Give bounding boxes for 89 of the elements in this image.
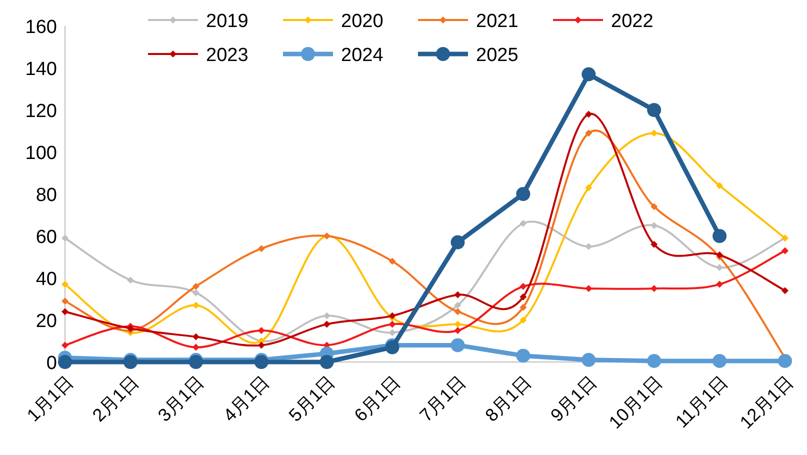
point bbox=[585, 110, 592, 118]
legend-label: 2025 bbox=[476, 45, 518, 66]
x-tick-label: 2月1日 bbox=[88, 372, 142, 426]
x-tick-label: 12月1日 bbox=[736, 372, 797, 433]
point bbox=[585, 285, 592, 292]
point bbox=[582, 352, 596, 367]
point bbox=[123, 355, 138, 369]
point bbox=[647, 103, 662, 117]
x-tick-label: 7月1日 bbox=[416, 372, 470, 426]
legend-label: 2021 bbox=[476, 11, 518, 32]
x-tick-label: 4月1日 bbox=[219, 372, 274, 426]
point bbox=[62, 280, 68, 288]
point bbox=[58, 355, 72, 369]
point bbox=[520, 316, 527, 324]
point bbox=[516, 187, 530, 201]
point bbox=[192, 333, 200, 340]
x-tick-label: 8月1日 bbox=[481, 372, 536, 426]
y-tick-label: 140 bbox=[25, 59, 57, 80]
point bbox=[650, 285, 658, 292]
x-tick-label: 6月1日 bbox=[350, 372, 404, 426]
point bbox=[647, 354, 662, 368]
x-tick-label: 11月1日 bbox=[672, 372, 732, 432]
point bbox=[782, 247, 788, 254]
point bbox=[454, 320, 462, 328]
point bbox=[650, 240, 658, 248]
legend-label: 2019 bbox=[206, 11, 248, 32]
y-tick-label: 160 bbox=[25, 17, 57, 38]
point bbox=[454, 327, 462, 334]
point bbox=[192, 282, 200, 290]
y-tick-label: 80 bbox=[36, 185, 57, 206]
x-tick-label: 3月1日 bbox=[154, 372, 208, 426]
point bbox=[192, 344, 200, 351]
point bbox=[258, 342, 265, 349]
point bbox=[585, 243, 592, 250]
point bbox=[62, 234, 68, 242]
legend-label: 2020 bbox=[341, 11, 384, 32]
point bbox=[716, 264, 724, 271]
point bbox=[582, 67, 596, 82]
point bbox=[254, 355, 268, 369]
point bbox=[258, 245, 265, 252]
point bbox=[454, 291, 462, 298]
point bbox=[388, 320, 396, 328]
point bbox=[62, 298, 68, 305]
point bbox=[454, 302, 462, 309]
point bbox=[585, 130, 592, 137]
y-tick-label: 120 bbox=[25, 101, 57, 122]
y-tick-label: 60 bbox=[36, 227, 57, 248]
point bbox=[650, 203, 658, 210]
point bbox=[320, 355, 334, 369]
point bbox=[323, 320, 330, 328]
y-tick-label: 20 bbox=[36, 311, 57, 332]
point bbox=[188, 355, 203, 369]
y-tick-label: 0 bbox=[46, 353, 57, 374]
point bbox=[192, 289, 200, 296]
point bbox=[258, 327, 265, 334]
legend-label: 2022 bbox=[611, 11, 654, 32]
x-tick-label: 10月1日 bbox=[605, 372, 666, 433]
legend-label: 2023 bbox=[206, 45, 248, 66]
point bbox=[450, 338, 465, 352]
point bbox=[650, 130, 658, 137]
point bbox=[192, 302, 200, 309]
legend-label: 2024 bbox=[341, 45, 384, 66]
point bbox=[126, 276, 134, 284]
x-tick-label: 1月1日 bbox=[23, 372, 77, 426]
y-tick-label: 100 bbox=[25, 143, 57, 164]
point bbox=[516, 348, 530, 363]
point bbox=[454, 308, 462, 316]
point bbox=[388, 329, 396, 336]
point bbox=[712, 229, 727, 243]
x-tick-label: 9月1日 bbox=[546, 372, 601, 426]
x-tick-label: 5月1日 bbox=[284, 372, 339, 426]
point bbox=[585, 184, 592, 192]
point bbox=[520, 220, 527, 227]
point bbox=[62, 342, 68, 349]
point bbox=[650, 222, 658, 229]
point bbox=[388, 258, 396, 265]
point bbox=[712, 354, 727, 368]
point bbox=[323, 312, 330, 320]
point bbox=[778, 354, 792, 368]
point bbox=[520, 282, 527, 290]
point bbox=[782, 287, 788, 294]
y-tick-label: 40 bbox=[36, 269, 57, 290]
point bbox=[716, 251, 724, 258]
point bbox=[716, 182, 724, 190]
point bbox=[716, 280, 724, 288]
point bbox=[520, 304, 527, 311]
point bbox=[62, 308, 68, 316]
point bbox=[520, 293, 527, 300]
point bbox=[450, 235, 465, 250]
